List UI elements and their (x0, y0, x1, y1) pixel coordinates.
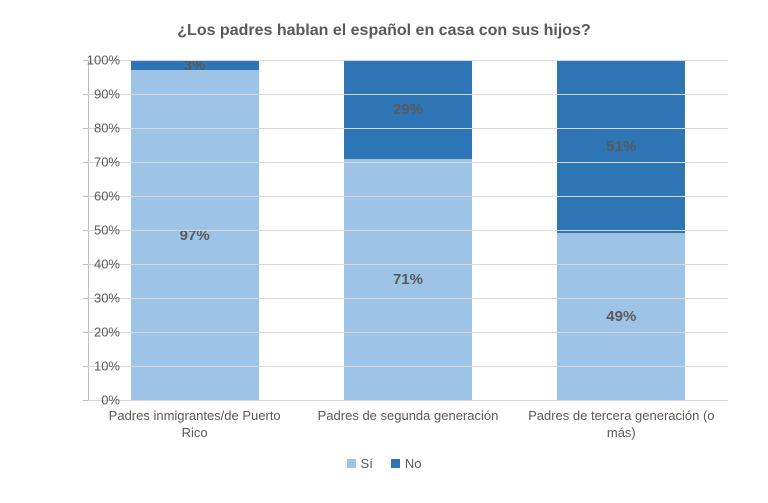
legend: Sí No (0, 456, 768, 471)
y-tick-label: 20% (70, 325, 120, 340)
bar-value-label: 51% (606, 138, 636, 155)
gridline (88, 128, 728, 129)
y-tick-label: 10% (70, 359, 120, 374)
bar-segment: 97% (131, 70, 259, 400)
bar-segment: 29% (344, 60, 472, 159)
bar-value-label: 71% (393, 271, 423, 288)
gridline (88, 196, 728, 197)
gridline (88, 298, 728, 299)
bar-value-label: 29% (393, 101, 423, 118)
y-tick-label: 80% (70, 121, 120, 136)
y-tick-label: 30% (70, 291, 120, 306)
bar-segment: 71% (344, 159, 472, 400)
legend-swatch (347, 459, 356, 468)
x-axis-label: Padres de tercera generación (o más) (515, 408, 728, 442)
y-tick-label: 0% (70, 393, 120, 408)
legend-item: Sí (347, 456, 373, 471)
y-tick-label: 90% (70, 87, 120, 102)
x-axis-label: Padres de segunda generación (301, 408, 514, 442)
y-tick-label: 50% (70, 223, 120, 238)
gridline (88, 264, 728, 265)
legend-swatch (391, 459, 400, 468)
bar-segment: 3% (131, 60, 259, 70)
bar-segment: 49% (557, 233, 685, 400)
bar-value-label: 49% (606, 308, 636, 325)
y-tick-label: 100% (70, 53, 120, 68)
gridline (88, 400, 728, 401)
gridline (88, 94, 728, 95)
legend-item: No (391, 456, 422, 471)
legend-label: Sí (361, 456, 373, 471)
chart-title: ¿Los padres hablan el español en casa co… (0, 22, 768, 40)
x-axis-labels: Padres inmigrantes/de Puerto RicoPadres … (88, 408, 728, 442)
gridline (88, 332, 728, 333)
plot-area: 97%3% 71% 29% 49% 51% (88, 60, 728, 400)
gridline (88, 162, 728, 163)
bar-segment: 51% (557, 60, 685, 233)
y-tick-label: 40% (70, 257, 120, 272)
gridline (88, 230, 728, 231)
legend-label: No (405, 456, 422, 471)
gridline (88, 60, 728, 61)
x-axis-label: Padres inmigrantes/de Puerto Rico (88, 408, 301, 442)
gridline (88, 366, 728, 367)
y-tick-label: 60% (70, 189, 120, 204)
y-tick-label: 70% (70, 155, 120, 170)
stacked-bar-chart: ¿Los padres hablan el español en casa co… (0, 0, 768, 503)
